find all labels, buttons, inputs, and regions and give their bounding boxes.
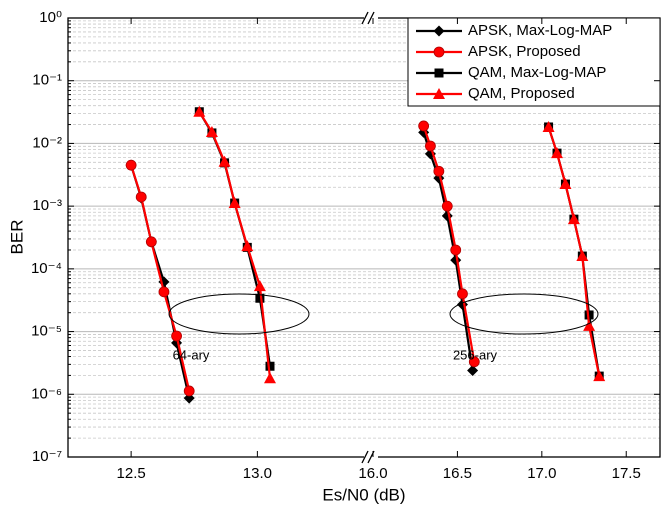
x-axis-label: Es/N0 (dB) (322, 485, 405, 504)
marker (135, 191, 147, 203)
legend-label: APSK, Max-Log-MAP (468, 22, 612, 39)
break-mark (361, 11, 369, 25)
marker (265, 361, 275, 371)
y-tick-label: 10⁻⁶ (31, 385, 62, 402)
marker (434, 68, 444, 78)
y-tick-label: 10⁻¹ (32, 72, 62, 89)
marker (145, 236, 157, 248)
legend-label: APSK, Proposed (468, 43, 581, 60)
x-tick-label: 17.5 (612, 465, 641, 482)
marker (253, 280, 266, 292)
group-ellipse (168, 293, 310, 335)
marker (125, 159, 137, 171)
marker (559, 178, 572, 190)
y-tick-label: 10⁻⁷ (32, 448, 62, 465)
grid (68, 17, 660, 458)
marker (457, 288, 468, 300)
marker (433, 88, 445, 99)
annotation: 64-ary (173, 347, 210, 362)
marker (450, 244, 462, 256)
marker (158, 286, 170, 298)
marker (171, 330, 182, 342)
marker (218, 155, 231, 167)
y-tick-label: 10⁻⁵ (31, 323, 62, 340)
marker (583, 319, 596, 331)
y-axis-label: BER (7, 220, 26, 255)
y-tick-label: 10⁰ (39, 9, 62, 26)
x-tick-label: 13.0 (243, 465, 272, 482)
break-mark (361, 450, 369, 464)
marker (264, 372, 276, 384)
marker (576, 250, 589, 262)
marker (255, 293, 265, 303)
marker (433, 25, 445, 37)
marker (593, 370, 606, 382)
break-mark (367, 11, 375, 25)
marker (424, 140, 436, 152)
marker (418, 120, 430, 132)
marker (228, 197, 241, 209)
x-tick-label: 12.5 (117, 465, 146, 482)
y-tick-label: 10⁻³ (32, 197, 62, 214)
x-tick-label: 17.0 (527, 465, 556, 482)
marker (433, 46, 445, 58)
group-ellipse (449, 293, 599, 335)
legend: APSK, Max-Log-MAP APSK, Proposed QAM, Max-… (407, 17, 661, 107)
y-tick-label: 10⁻² (32, 134, 62, 151)
marker (205, 126, 218, 138)
marker (551, 147, 564, 159)
legend-label: QAM, Max-Log-MAP (468, 64, 606, 81)
annotation: 256-ary (453, 347, 498, 362)
x-tick-label: 16.5 (443, 465, 472, 482)
marker (441, 200, 453, 212)
marker (468, 356, 480, 368)
plot (125, 105, 606, 404)
marker (467, 364, 479, 376)
axis-break (361, 10, 378, 465)
marker (567, 213, 580, 225)
marker (241, 240, 254, 252)
marker (183, 385, 195, 397)
marker (193, 105, 206, 117)
marker (433, 165, 445, 177)
y-tick-label: 10⁻⁴ (31, 260, 62, 277)
legend-label: QAM, Proposed (468, 85, 575, 102)
marker (542, 120, 555, 132)
x-tick-label: 16.0 (358, 465, 387, 482)
legend-box (407, 17, 661, 107)
